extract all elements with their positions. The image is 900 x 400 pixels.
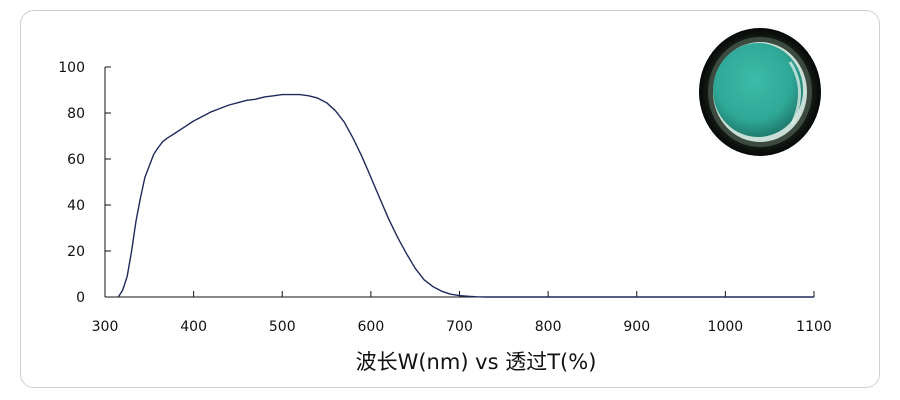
x-tick-label: 900 <box>623 319 650 335</box>
x-tick-label: 800 <box>535 319 562 335</box>
x-tick-label: 500 <box>269 319 296 335</box>
transmission-curve <box>117 93 814 298</box>
y-tick-label: 40 <box>67 198 85 214</box>
x-ticks: 300 400 500 600 700 800 900 1000 1100 <box>92 291 832 335</box>
y-tick-label: 100 <box>58 60 85 76</box>
y-tick-label: 0 <box>76 290 85 306</box>
y-tick-label: 20 <box>67 244 85 260</box>
x-tick-label: 300 <box>92 319 119 335</box>
x-tick-label: 1100 <box>796 319 832 335</box>
x-axis-title: 波长W(nm) vs 透过T(%) <box>356 350 597 374</box>
x-tick-label: 600 <box>358 319 385 335</box>
x-tick-label: 1000 <box>708 319 744 335</box>
y-ticks: 0 20 40 60 80 100 <box>58 60 111 306</box>
green-filter-lens-icon <box>699 28 821 156</box>
y-tick-label: 80 <box>67 106 85 122</box>
x-tick-label: 700 <box>446 319 473 335</box>
x-tick-label: 400 <box>180 319 207 335</box>
y-tick-label: 60 <box>67 152 85 168</box>
